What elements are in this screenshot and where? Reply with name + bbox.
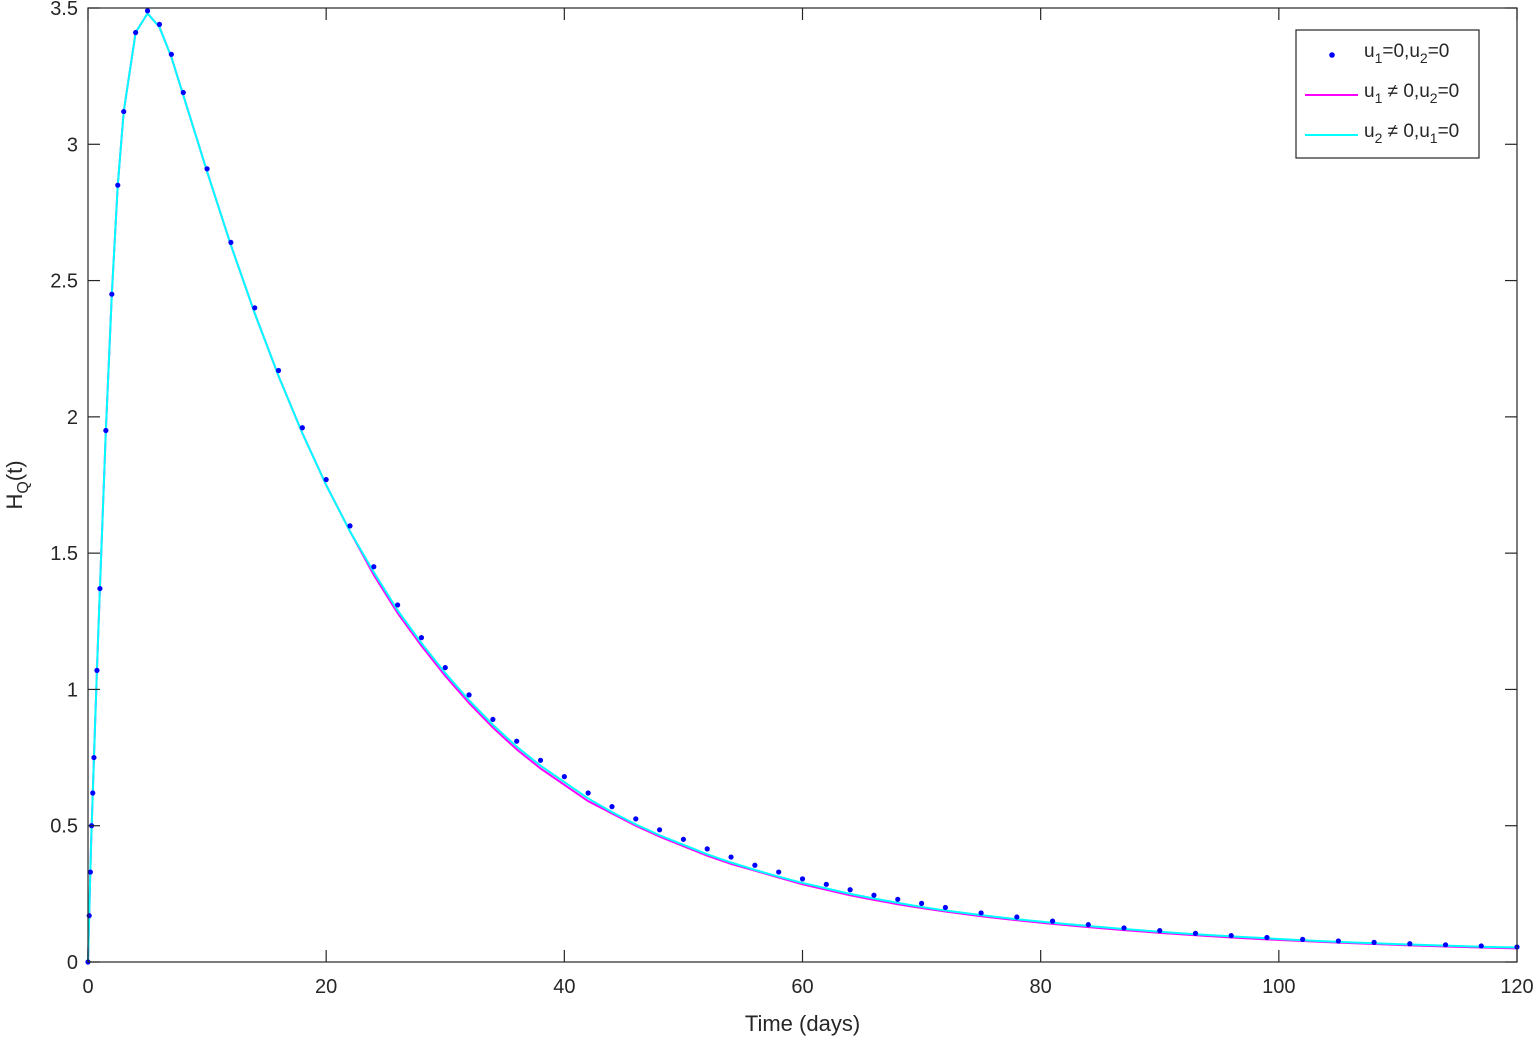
data-point xyxy=(204,166,210,172)
data-point xyxy=(1192,930,1199,936)
data-point xyxy=(895,896,901,902)
data-point xyxy=(561,774,567,780)
data-point xyxy=(657,827,663,833)
data-point xyxy=(728,854,734,860)
data-point xyxy=(942,904,949,911)
data-point xyxy=(97,585,103,592)
y-tick-label: 1 xyxy=(67,679,78,701)
data-point xyxy=(156,21,163,27)
y-tick-label: 2.5 xyxy=(50,271,78,293)
y-axis-label: HQ(t) xyxy=(2,460,32,509)
y-axis-label-rest: (t) xyxy=(2,460,27,481)
y-tick-label: 3 xyxy=(67,134,78,156)
y-tick-label: 0.5 xyxy=(50,816,78,838)
data-point xyxy=(90,790,96,796)
series-line-2 xyxy=(87,11,1518,963)
x-tick-label: 60 xyxy=(791,976,813,998)
data-point xyxy=(87,869,93,875)
data-point xyxy=(1407,941,1413,947)
y-tick-label: 1.5 xyxy=(50,543,78,565)
data-point xyxy=(395,602,401,608)
data-point xyxy=(86,913,92,919)
data-point xyxy=(1085,922,1091,928)
data-point xyxy=(799,876,806,882)
x-tick-label: 20 xyxy=(315,976,337,998)
data-point xyxy=(1335,938,1341,944)
data-point xyxy=(847,887,853,893)
y-axis-label-main: H xyxy=(2,494,27,510)
data-point xyxy=(871,892,877,898)
legend: u1=0,u2=0 u1 ≠ 0,u2=0 u2 ≠ 0,u1=0 xyxy=(1295,29,1480,159)
x-tick-label: 120 xyxy=(1500,976,1533,998)
y-tick-label: 3.5 xyxy=(50,0,78,20)
data-point xyxy=(133,29,139,36)
data-point xyxy=(371,564,377,570)
data-point xyxy=(1121,925,1127,931)
x-axis-label: Time (days) xyxy=(745,1011,860,1036)
data-point xyxy=(144,8,151,14)
data-point xyxy=(776,869,782,875)
data-point xyxy=(94,667,100,673)
data-point xyxy=(918,900,925,907)
data-point xyxy=(103,427,109,434)
data-point xyxy=(823,881,829,887)
data-point xyxy=(1049,918,1056,924)
data-point xyxy=(228,239,234,246)
legend-entry-label: u1 ≠ 0,u2=0 xyxy=(1364,81,1459,106)
data-point xyxy=(91,754,97,761)
data-point xyxy=(537,757,544,763)
x-tick-label: 100 xyxy=(1262,976,1295,998)
data-point xyxy=(514,738,520,744)
data-point xyxy=(1157,928,1163,934)
data-point xyxy=(252,305,258,311)
data-point xyxy=(1228,932,1234,939)
data-point xyxy=(1442,942,1449,948)
data-point xyxy=(490,716,496,723)
data-point xyxy=(121,108,127,115)
data-point xyxy=(466,692,472,698)
data-point xyxy=(168,51,174,57)
data-point xyxy=(275,367,282,374)
legend-entry-label: u1=0,u2=0 xyxy=(1364,41,1449,66)
legend-marker-dot xyxy=(1329,52,1335,58)
data-point xyxy=(180,89,186,96)
legend-entry-label: u2 ≠ 0,u1=0 xyxy=(1364,121,1459,146)
y-tick-label: 2 xyxy=(67,407,78,429)
data-point xyxy=(109,291,115,297)
data-point xyxy=(585,790,591,796)
data-point xyxy=(704,846,710,852)
data-point xyxy=(1014,914,1020,920)
data-point xyxy=(609,804,615,810)
data-point xyxy=(442,665,448,671)
x-tick-label: 0 xyxy=(82,976,93,998)
data-point xyxy=(323,476,329,483)
y-tick-label: 0 xyxy=(67,952,78,974)
y-axis-label-sub: Q xyxy=(15,481,32,493)
data-point xyxy=(418,635,425,641)
x-tick-label: 40 xyxy=(553,976,575,998)
data-point xyxy=(633,816,639,822)
data-point xyxy=(1300,936,1306,942)
data-point xyxy=(1264,934,1270,941)
data-point xyxy=(115,182,121,188)
data-point xyxy=(978,910,984,916)
data-point xyxy=(1478,943,1484,949)
data-point xyxy=(752,862,758,868)
series-layer xyxy=(85,8,1520,965)
ticks-layer: 0 20 40 60 80 100 120 0 0.5 1 1.5 2 2.5 3 3.5 xyxy=(50,0,1534,998)
x-tick-label: 80 xyxy=(1030,976,1052,998)
data-point xyxy=(299,425,305,431)
data-point xyxy=(1371,939,1377,945)
data-point xyxy=(680,836,687,842)
data-point xyxy=(347,523,353,529)
